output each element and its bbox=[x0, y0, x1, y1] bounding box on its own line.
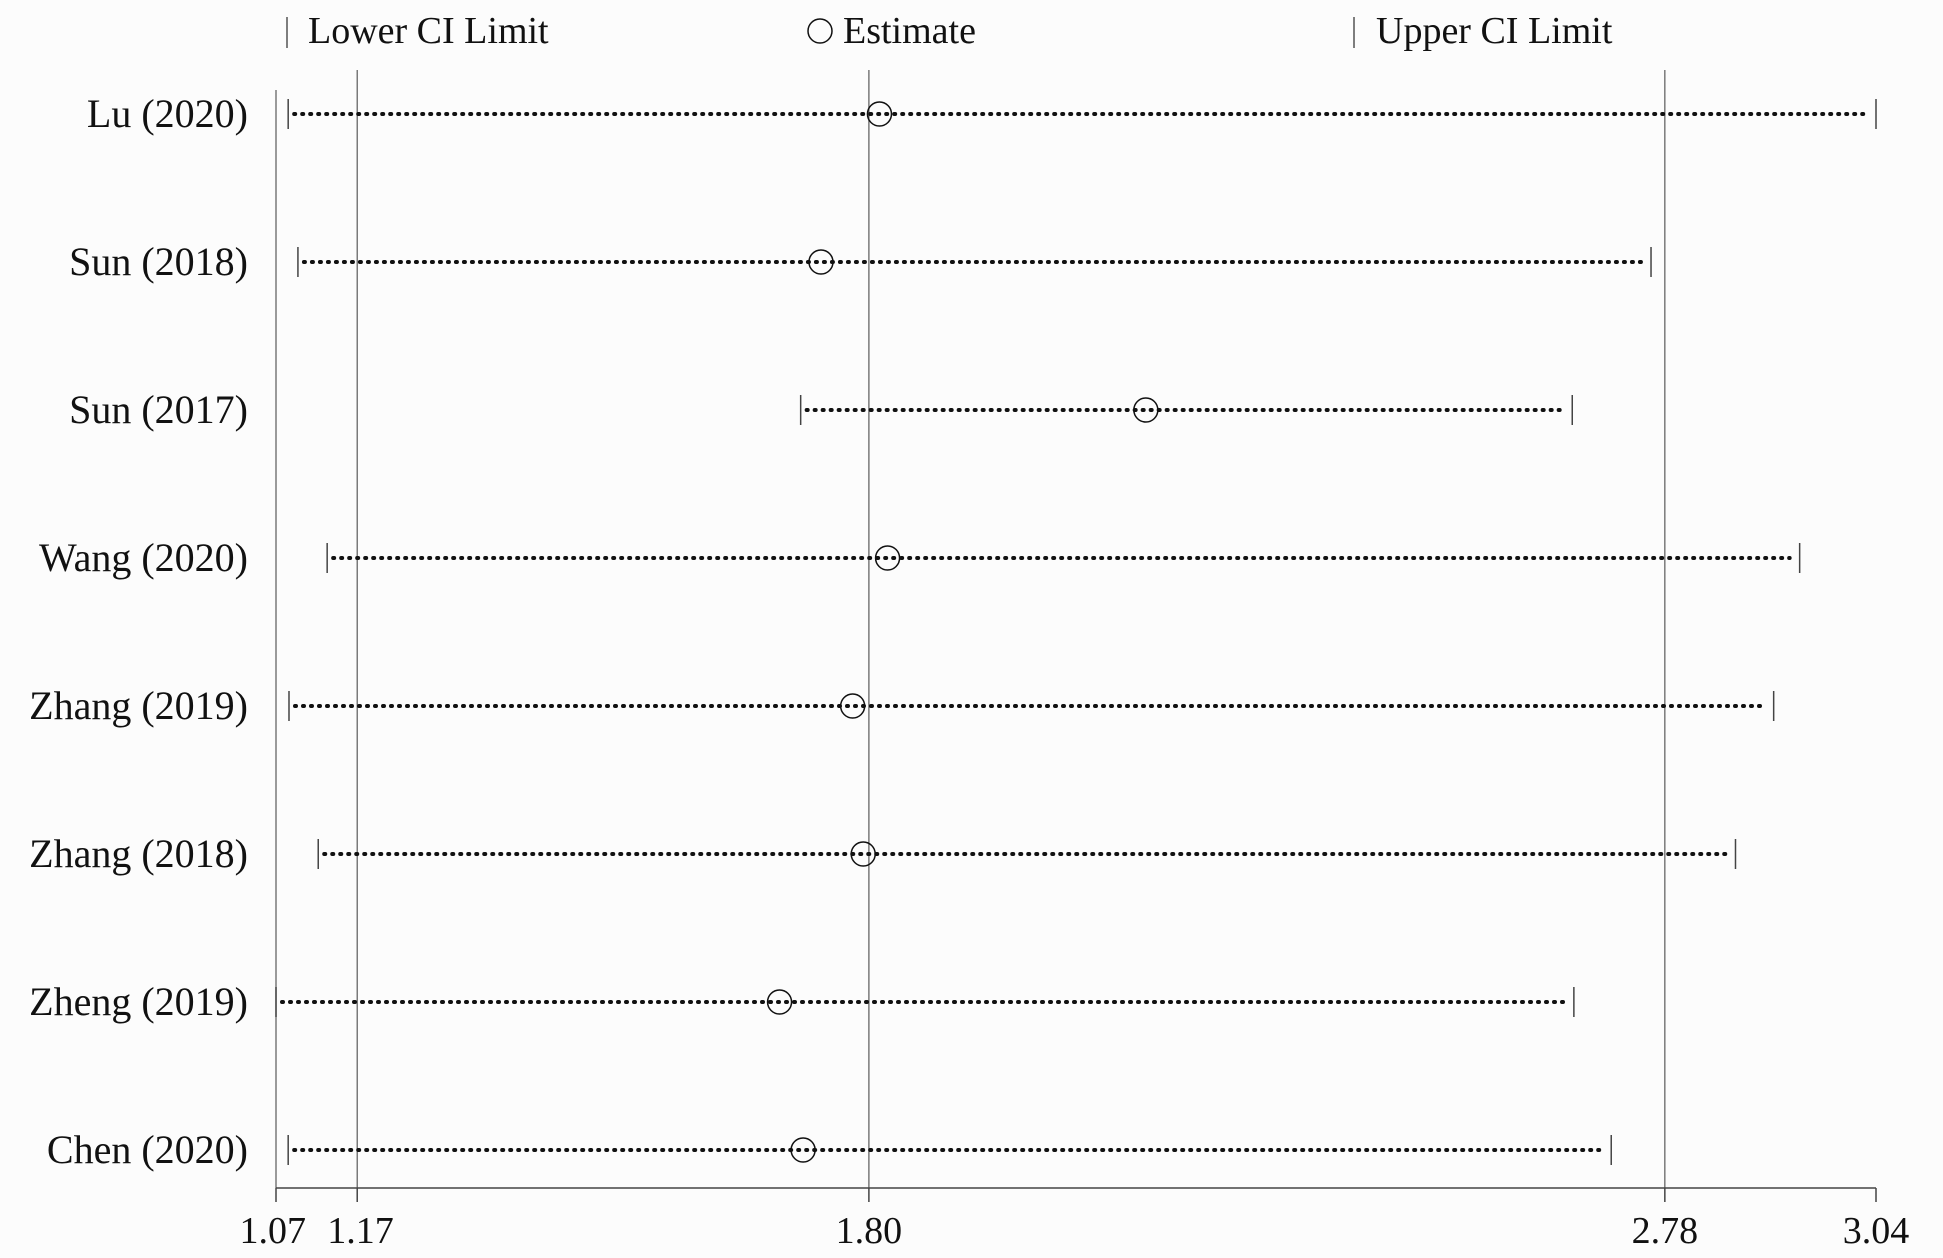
estimate-marker bbox=[766, 989, 793, 1015]
estimate-marker bbox=[850, 841, 876, 867]
study-label: Chen (2020) bbox=[47, 1127, 248, 1172]
study-label: Wang (2020) bbox=[39, 535, 248, 580]
study-label: Sun (2018) bbox=[69, 239, 248, 284]
legend-label: Upper CI Limit bbox=[1376, 10, 1613, 52]
legend: Lower CI Limit Estimate Upper CI Limit bbox=[286, 10, 1613, 52]
legend-estimate-circle-icon bbox=[807, 18, 833, 44]
study-label: Zhang (2018) bbox=[29, 831, 248, 876]
estimate-marker bbox=[1133, 397, 1159, 423]
legend-label: Estimate bbox=[843, 10, 976, 52]
x-tick-label: 1.80 bbox=[836, 1210, 903, 1252]
study-label: Zhang (2019) bbox=[29, 683, 248, 728]
study-row: Zhang (2019) bbox=[29, 683, 1775, 728]
study-label: Lu (2020) bbox=[87, 91, 248, 136]
estimate-marker bbox=[866, 101, 893, 127]
study-label: Zheng (2019) bbox=[29, 979, 248, 1024]
study-row: Zheng (2019) bbox=[29, 979, 1575, 1024]
study-row: Lu (2020) bbox=[87, 91, 1877, 136]
study-row: Chen (2020) bbox=[47, 1127, 1612, 1172]
estimate-marker bbox=[874, 545, 901, 571]
study-row: Sun (2017) bbox=[69, 387, 1573, 432]
x-tick-label: 1.17 bbox=[327, 1210, 394, 1252]
x-tick-label: 1.07 bbox=[240, 1210, 307, 1252]
legend-label: Lower CI Limit bbox=[308, 10, 549, 52]
estimate-marker bbox=[790, 1137, 816, 1163]
reference-lines bbox=[275, 70, 1666, 1188]
study-label: Sun (2017) bbox=[69, 387, 248, 432]
x-tick-label: 2.78 bbox=[1632, 1210, 1699, 1252]
study-row: Wang (2020) bbox=[39, 535, 1801, 580]
x-tick-label: 3.04 bbox=[1843, 1210, 1910, 1252]
x-axis: 1.07 1.17 1.80 2.78 3.04 bbox=[240, 1187, 1910, 1252]
estimate-marker bbox=[839, 693, 866, 719]
estimate-marker bbox=[808, 249, 834, 275]
study-row: Sun (2018) bbox=[69, 239, 1652, 284]
study-row: Zhang (2018) bbox=[29, 831, 1737, 876]
study-rows: Lu (2020) Sun (2018) Sun (2017) Wang (2020)… bbox=[29, 91, 1877, 1172]
